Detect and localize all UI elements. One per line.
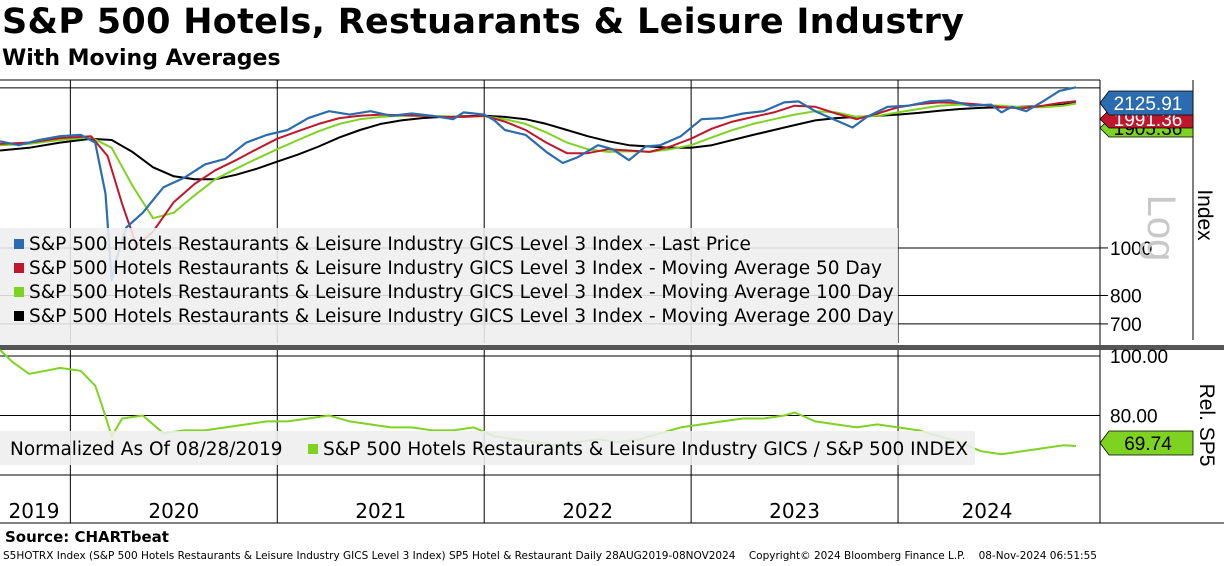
chart-title: S&P 500 Hotels, Restuarants & Leisure In… <box>2 2 965 42</box>
footer-description: S5HOTRX Index (S&P 500 Hotels Restaurant… <box>3 550 736 562</box>
scale-label: Log <box>1139 195 1183 262</box>
y-tick-label-bottom: 80.00 <box>1110 406 1158 427</box>
x-tick-label: 2019 <box>9 499 60 523</box>
y-tick-label-top: 800 <box>1110 286 1142 307</box>
y-tick-label-bottom: 100.00 <box>1110 347 1168 368</box>
legend-bottom-bg <box>0 431 975 465</box>
x-tick-label: 2022 <box>562 499 613 523</box>
y-axis-title-bottom: Rel. SP5 <box>1195 384 1218 467</box>
y-tick-label-top: 1000 <box>1110 239 1152 260</box>
normalized-label: Normalized As Of 08/28/2019 <box>10 439 283 460</box>
legend-top-bg <box>0 228 898 345</box>
footer-timestamp: 08-Nov-2024 06:51:55 <box>978 550 1097 562</box>
relative-value-tag: 69.74 <box>1099 430 1194 456</box>
chart-subtitle: With Moving Averages <box>2 46 281 71</box>
price-value-tag-shape <box>1099 90 1194 116</box>
y-tick-label-top: 700 <box>1110 315 1142 336</box>
legend-entry: S&P 500 Hotels Restaurants & Leisure Ind… <box>29 282 894 303</box>
footer-copyright: Copyright© 2024 Bloomberg Finance L.P. <box>748 550 966 562</box>
relative-value-tag-text: 69.74 <box>1124 434 1172 455</box>
legend-swatch <box>308 444 318 454</box>
legend-entry: S&P 500 Hotels Restaurants & Leisure Ind… <box>323 439 968 460</box>
footer: S5HOTRX Index (S&P 500 Hotels Restaurant… <box>3 550 1107 562</box>
relative-value-tag-shape <box>1099 430 1194 456</box>
x-tick-label: 2020 <box>148 499 199 523</box>
price-value-tag: 2125.91 <box>1099 90 1194 116</box>
x-tick-label: 2023 <box>769 499 820 523</box>
ma200-line <box>0 102 1077 181</box>
legend-swatch <box>14 311 24 321</box>
legend-entry: S&P 500 Hotels Restaurants & Leisure Ind… <box>29 234 751 255</box>
panel-divider <box>0 345 1224 350</box>
x-tick-label: 2021 <box>355 499 406 523</box>
legend-entry: S&P 500 Hotels Restaurants & Leisure Ind… <box>29 258 882 279</box>
price-line <box>0 86 1077 282</box>
y-axis-title-top: Index <box>1193 189 1216 241</box>
price-value-tag-text: 2125.91 <box>1114 94 1183 115</box>
legend-top: S&P 500 Hotels Restaurants & Leisure Ind… <box>0 228 898 345</box>
x-tick-label: 2024 <box>962 499 1013 523</box>
legend-swatch <box>14 263 24 273</box>
legend-entry: S&P 500 Hotels Restaurants & Leisure Ind… <box>29 306 894 327</box>
legend-swatch <box>14 239 24 249</box>
legend-swatch <box>14 287 24 297</box>
ma100-line <box>0 102 1077 220</box>
legend-bottom: Normalized As Of 08/28/2019 S&P 500 Hotel… <box>0 431 975 465</box>
source-label: Source: CHARTbeat <box>5 528 169 546</box>
